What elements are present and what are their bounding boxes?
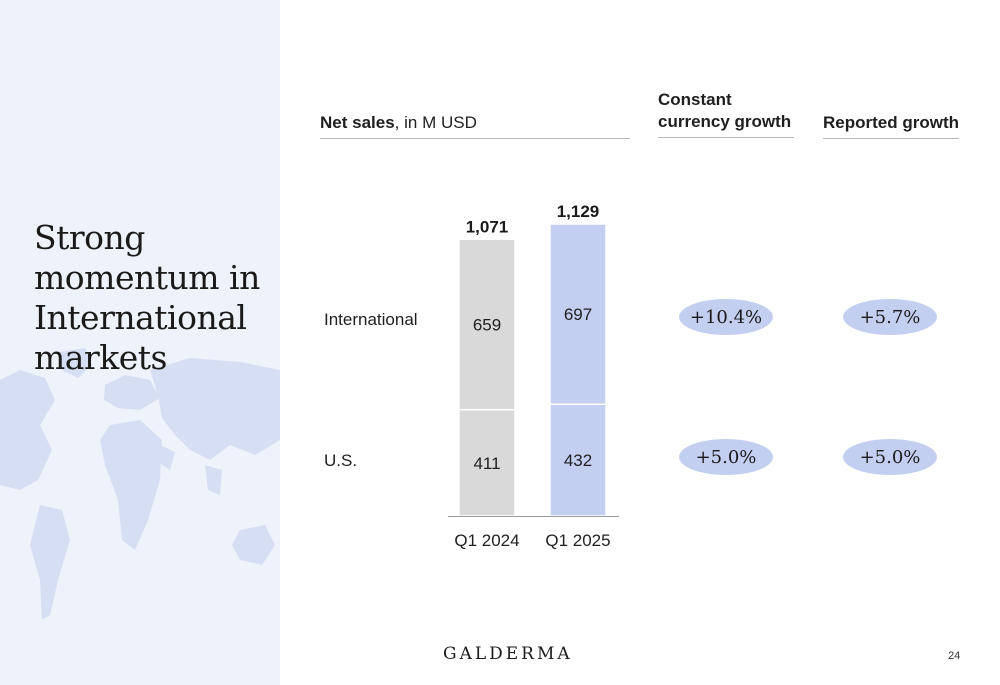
ccg-us-badge: +5.0% [679,439,773,475]
row-label-international: International [324,310,418,329]
ccg-international-badge: +10.4% [679,299,773,335]
bar-segment [549,223,607,406]
x-tick-label: Q1 2024 [454,531,519,550]
world-map-icon [0,348,280,620]
reported-international-badge: +5.7% [843,299,937,335]
bar-segment [549,403,607,517]
x-tick-label: Q1 2025 [545,531,610,550]
net-sales-header: Net sales, in M USD [320,112,630,139]
total-label: 1,129 [557,202,600,221]
data-label: 659 [473,315,501,334]
data-label: 432 [564,451,592,470]
data-label: 697 [564,305,592,324]
net-sales-chart: 411 659 1,071 Q1 2024 432 697 1,129 Q1 2025 [448,202,619,550]
bar-segment [458,238,516,411]
total-label: 1,071 [466,217,509,236]
left-panel [0,0,280,685]
net-sales-header-unit: , in M USD [394,113,477,132]
page-number: 24 [948,650,961,662]
constant-currency-header: Constant currency growth [658,89,794,138]
data-label: 411 [473,454,500,473]
galderma-logo: GALDERMA [443,644,573,664]
reported-us-badge: +5.0% [843,439,937,475]
net-sales-header-bold: Net sales [320,113,395,132]
slide-title: Strong momentum in International markets [34,218,260,377]
bar-segment [458,408,516,517]
reported-growth-header: Reported growth [823,112,959,139]
row-label-us: U.S. [324,451,358,470]
